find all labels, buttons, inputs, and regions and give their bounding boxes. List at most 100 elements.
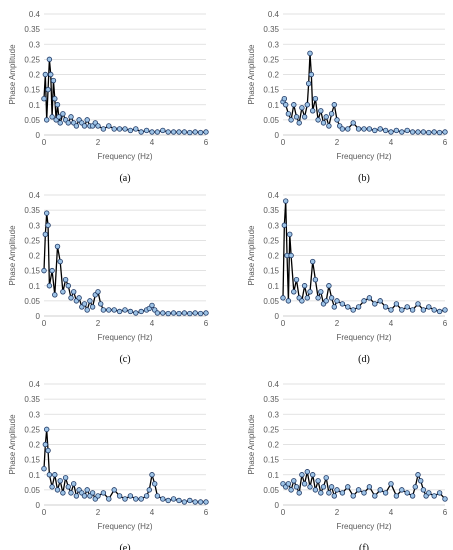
data-point	[81, 301, 88, 307]
y-tick-label: 0.1	[29, 101, 41, 110]
data-point	[127, 127, 134, 134]
data-point	[111, 126, 117, 132]
data-point	[181, 310, 188, 316]
data-point	[420, 129, 427, 135]
data-point	[70, 289, 77, 295]
data-point	[154, 493, 161, 499]
data-point	[355, 304, 362, 310]
x-tick-label: 4	[150, 138, 155, 147]
data-point	[285, 111, 292, 117]
y-tick-label: 0.25	[263, 55, 279, 64]
data-point	[345, 126, 351, 132]
data-point	[57, 478, 63, 484]
data-point	[154, 310, 161, 316]
data-point	[95, 493, 101, 499]
data-point	[100, 490, 107, 496]
data-point	[56, 114, 62, 120]
y-tick-label: 0.05	[263, 116, 279, 125]
data-point	[328, 484, 335, 490]
data-point	[46, 56, 53, 63]
data-point	[328, 295, 335, 301]
data-point	[372, 493, 378, 499]
data-point	[393, 493, 400, 499]
data-point	[331, 304, 337, 310]
data-point	[54, 487, 61, 493]
data-point	[361, 298, 367, 304]
data-point	[288, 117, 294, 123]
data-point	[187, 497, 193, 504]
y-axis-title: Phase Amplitude	[247, 225, 256, 286]
data-point	[299, 472, 305, 478]
data-point	[431, 307, 437, 313]
data-point	[116, 308, 123, 315]
data-point	[197, 310, 204, 317]
x-tick-label: 4	[150, 319, 155, 328]
data-point	[399, 307, 405, 313]
data-point	[307, 50, 313, 57]
data-point	[361, 126, 367, 132]
y-tick-label: 0.05	[24, 486, 40, 495]
data-point	[312, 277, 319, 283]
data-point	[48, 71, 54, 78]
data-point	[60, 289, 66, 295]
data-point	[372, 127, 378, 134]
data-point	[301, 283, 308, 289]
data-point	[307, 484, 313, 490]
data-point	[95, 289, 101, 295]
data-point	[116, 126, 123, 132]
x-tick-label: 2	[335, 508, 340, 517]
x-tick-label: 2	[96, 138, 101, 147]
data-point	[426, 490, 432, 496]
data-point	[81, 123, 88, 129]
data-point	[106, 307, 112, 313]
y-tick-label: 0.1	[268, 471, 280, 480]
data-point	[345, 484, 351, 490]
data-point	[65, 283, 71, 289]
data-point	[415, 472, 421, 478]
data-point	[100, 307, 107, 313]
data-point	[181, 129, 188, 135]
data-point	[54, 243, 61, 250]
data-point	[181, 499, 188, 505]
data-point	[288, 252, 294, 259]
data-point	[323, 114, 329, 120]
y-tick-label: 0.15	[24, 456, 40, 465]
y-tick-label: 0.35	[24, 25, 40, 34]
data-point	[404, 304, 410, 310]
y-tick-label: 0.35	[263, 25, 279, 34]
y-tick-label: 0.05	[24, 297, 40, 306]
data-point	[299, 298, 305, 304]
x-tick-label: 6	[443, 319, 448, 328]
data-point	[318, 289, 324, 295]
data-point	[307, 289, 313, 295]
y-tick-label: 0.15	[263, 267, 279, 276]
x-tick-label: 4	[150, 508, 155, 517]
y-tick-label: 0.05	[263, 297, 279, 306]
data-point	[420, 487, 427, 493]
data-point	[44, 210, 50, 216]
data-point	[320, 120, 327, 126]
data-point	[176, 497, 182, 504]
data-point	[76, 295, 82, 301]
panel-label: (a)	[119, 173, 130, 184]
data-point	[52, 292, 58, 298]
x-tick-label: 6	[443, 138, 448, 147]
series-line	[282, 52, 446, 134]
data-point	[377, 298, 383, 304]
data-point	[372, 301, 378, 307]
x-tick-label: 4	[389, 508, 394, 517]
y-tick-label: 0.1	[29, 471, 41, 480]
data-point	[138, 129, 144, 135]
data-point	[377, 126, 383, 132]
data-point	[315, 478, 321, 484]
data-point	[310, 108, 316, 114]
y-tick-label: 0.25	[24, 425, 40, 434]
data-point	[46, 283, 53, 289]
data-point	[436, 308, 443, 315]
y-tick-label: 0.3	[29, 221, 41, 230]
data-point	[106, 123, 112, 129]
data-point	[331, 102, 337, 108]
y-axis-title: Phase Amplitude	[247, 414, 256, 475]
data-point	[296, 120, 302, 126]
data-point	[89, 490, 96, 496]
